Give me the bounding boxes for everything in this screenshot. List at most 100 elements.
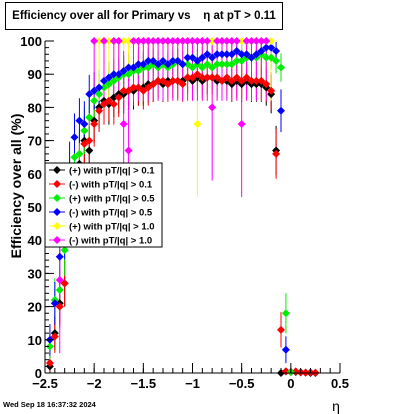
data-point-2	[208, 73, 217, 82]
x-tick-label: 0	[287, 376, 294, 391]
data-point-5	[208, 37, 217, 45]
data-point-3	[95, 90, 104, 99]
data-point-6	[208, 103, 217, 112]
data-point-5	[124, 37, 133, 45]
data-point-4	[95, 83, 104, 92]
data-point-3	[85, 113, 94, 122]
data-point-4	[242, 50, 251, 59]
data-point-2	[242, 73, 251, 82]
legend-marker	[53, 236, 61, 244]
data-point-4	[193, 56, 202, 65]
data-point-4	[208, 53, 217, 62]
data-point-2	[252, 76, 261, 85]
data-point-6	[139, 37, 148, 45]
data-point-3	[281, 309, 290, 318]
data-point-3	[45, 342, 54, 351]
data-point-4	[237, 50, 246, 59]
data-point-4	[100, 76, 108, 85]
data-point-2	[237, 76, 246, 85]
data-point-6	[154, 37, 163, 45]
x-tick-label: −2	[87, 376, 102, 391]
data-point-4	[149, 56, 158, 65]
legend-marker	[53, 180, 61, 188]
data-point-6	[193, 37, 202, 45]
data-point-3	[213, 60, 222, 69]
data-point-3	[188, 63, 197, 72]
data-point-4	[173, 56, 182, 65]
y-tick-label: 70	[28, 134, 42, 149]
data-point-6	[232, 37, 241, 45]
data-point-3	[55, 286, 64, 294]
data-point-6	[218, 37, 226, 45]
data-point-3	[262, 53, 271, 62]
data-point-2	[134, 83, 143, 92]
legend-label: (-) with pT/|q| > 1.0	[69, 236, 152, 247]
data-point-2	[119, 86, 128, 95]
data-point-4	[213, 50, 222, 59]
x-tick-label: 0.5	[331, 376, 349, 391]
footer-timestamp: Wed Sep 18 16:37:32 2024	[3, 400, 96, 409]
data-point-2	[149, 80, 158, 89]
data-point-4	[85, 90, 94, 99]
data-point-6	[173, 37, 182, 45]
data-point-1	[85, 146, 94, 155]
data-point-3	[227, 60, 236, 69]
data-point-6	[168, 37, 177, 45]
data-point-6	[129, 37, 138, 45]
y-tick-label: 80	[28, 100, 42, 115]
data-point-4	[129, 63, 138, 72]
data-point-2	[80, 139, 89, 148]
data-point-2	[203, 73, 212, 82]
data-point-6	[247, 37, 256, 45]
legend-label: (-) with pT/|q| > 0.1	[69, 180, 153, 191]
data-point-4	[139, 60, 148, 69]
data-point-6	[100, 37, 108, 45]
data-point-4	[272, 46, 281, 55]
legend-box	[44, 162, 163, 248]
data-point-2	[90, 120, 99, 128]
data-point-6	[55, 276, 64, 285]
data-point-2	[218, 76, 226, 85]
data-point-3	[267, 53, 276, 62]
data-point-4	[119, 66, 128, 75]
data-point-6	[90, 37, 99, 45]
data-point-5	[104, 37, 113, 45]
legend-marker	[53, 194, 61, 202]
data-point-4	[159, 56, 167, 65]
y-tick-label: 40	[28, 233, 42, 248]
data-point-4	[188, 53, 197, 62]
data-point-2	[272, 149, 281, 158]
data-point-4	[163, 60, 172, 69]
data-point-6	[188, 37, 197, 45]
y-tick-label: 90	[28, 67, 42, 82]
data-point-4	[109, 70, 118, 79]
data-point-4	[114, 70, 123, 79]
data-point-2	[257, 76, 266, 85]
data-point-2	[95, 106, 104, 115]
data-point-3	[124, 70, 133, 79]
data-point-3	[208, 63, 217, 72]
data-point-3	[90, 96, 99, 105]
data-point-2	[222, 73, 231, 82]
data-point-4	[80, 120, 89, 128]
data-point-3	[237, 56, 246, 65]
data-point-4	[252, 50, 261, 59]
data-point-2	[50, 332, 59, 341]
data-point-4	[183, 53, 192, 62]
data-point-6	[257, 37, 266, 45]
y-tick-label: 20	[28, 300, 42, 315]
data-point-3	[104, 80, 113, 89]
data-point-2	[183, 73, 192, 82]
data-point-4	[168, 56, 177, 65]
data-point-6	[109, 37, 118, 45]
data-point-4	[134, 60, 143, 69]
y-tick-label: 100	[20, 34, 42, 49]
data-point-2	[247, 76, 256, 85]
data-point-6	[134, 37, 143, 45]
data-point-5	[95, 37, 104, 45]
data-point-2	[277, 325, 285, 334]
data-point-3	[203, 60, 212, 69]
data-point-4	[154, 60, 163, 69]
data-point-2	[104, 96, 113, 105]
